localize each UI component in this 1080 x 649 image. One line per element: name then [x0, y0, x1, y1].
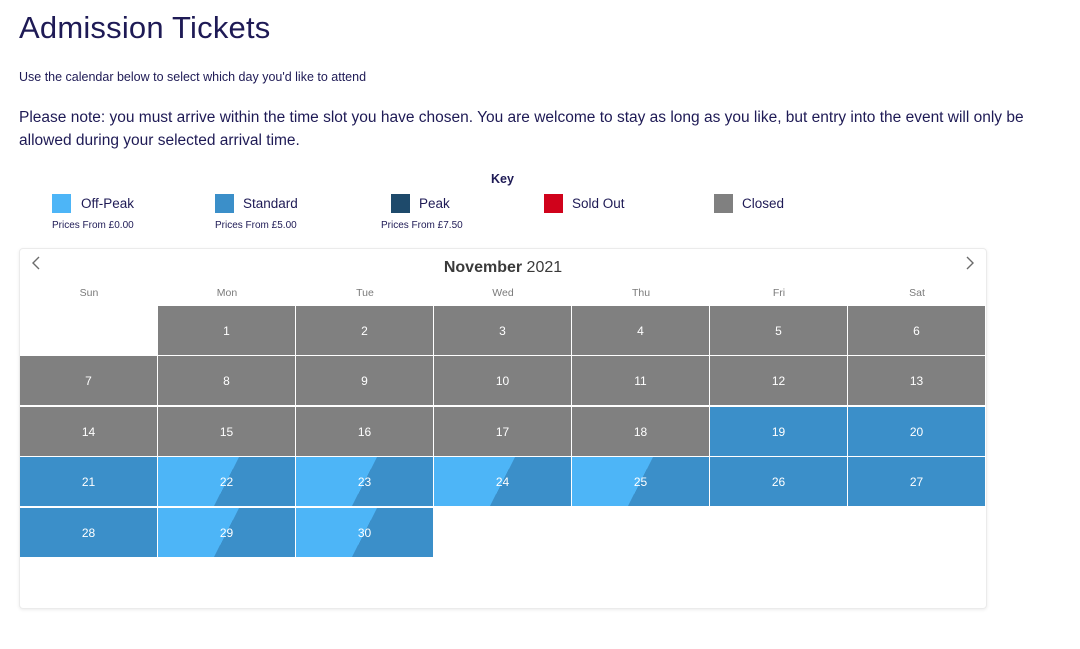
sold-out-swatch [544, 193, 563, 213]
weekday-fri: Fri [772, 287, 786, 299]
key-item-sold-out: Sold Out [544, 193, 625, 213]
month-name: November [443, 259, 523, 276]
day-number: 20 [909, 424, 924, 439]
arrival-note: Please note: you must arrive within the … [19, 109, 1024, 149]
month-label: November 2021 [20, 259, 986, 277]
day-number: 28 [81, 525, 96, 540]
calendar-day[interactable]: 26 [710, 457, 848, 507]
key-item-off-peak: Off-Peak [52, 193, 134, 213]
calendar-day[interactable]: 6 [848, 306, 986, 356]
calendar-day[interactable]: 11 [572, 356, 710, 406]
calendar-day[interactable]: 28 [20, 508, 158, 558]
calendar-day[interactable]: 14 [20, 407, 158, 457]
chevron-right-icon [966, 256, 974, 270]
day-number: 11 [634, 373, 647, 388]
day-number: 26 [771, 474, 786, 489]
day-number: 14 [81, 424, 96, 439]
calendar-day[interactable]: 15 [158, 407, 296, 457]
calendar-day[interactable]: 8 [158, 356, 296, 406]
peak-swatch [391, 193, 410, 213]
calendar-day[interactable]: 13 [848, 356, 986, 406]
day-number: 21 [81, 474, 96, 489]
calendar-day[interactable]: 29 [158, 508, 296, 558]
day-number: 13 [909, 373, 924, 388]
calendar-day[interactable]: 7 [20, 356, 158, 406]
day-number: 12 [771, 373, 786, 388]
weekday-sat: Sat [909, 287, 925, 299]
calendar-day[interactable]: 22 [158, 457, 296, 507]
day-number: 17 [495, 424, 510, 439]
calendar-day[interactable]: 18 [572, 407, 710, 457]
day-number: 18 [633, 424, 648, 439]
day-number: 4 [637, 323, 644, 338]
weekday-thu: Thu [631, 287, 651, 299]
calendar-day[interactable]: 25 [572, 457, 710, 507]
weekday-tue: Tue [356, 287, 374, 299]
day-number: 7 [85, 373, 92, 388]
prev-month-button[interactable] [30, 255, 42, 275]
calendar-day[interactable]: 17 [434, 407, 572, 457]
key-price-standard: Prices From £5.00 [215, 220, 297, 231]
calendar-day[interactable]: 20 [848, 407, 986, 457]
key-label-standard: Standard [243, 195, 298, 211]
day-number: 16 [357, 424, 372, 439]
calendar-day[interactable]: 3 [434, 306, 572, 356]
day-number: 15 [219, 424, 234, 439]
key-item-standard: Standard [215, 193, 298, 213]
calendar: November 2021 Sun Mon Tue Wed Thu Fri Sa… [19, 248, 987, 609]
chevron-left-icon [32, 256, 40, 270]
key-item-peak: Peak [391, 193, 450, 213]
day-number: 1 [223, 323, 230, 338]
day-number: 8 [223, 373, 230, 388]
day-number: 29 [219, 525, 234, 540]
calendar-day[interactable]: 24 [434, 457, 572, 507]
calendar-day[interactable]: 5 [710, 306, 848, 356]
calendar-day[interactable]: 10 [434, 356, 572, 406]
day-number: 30 [357, 525, 372, 540]
calendar-day[interactable]: 4 [572, 306, 710, 356]
day-number: 25 [633, 474, 648, 489]
key-label-sold-out: Sold Out [572, 195, 625, 211]
page-subtitle: Use the calendar below to select which d… [19, 70, 367, 84]
day-number: 19 [771, 424, 786, 439]
day-number: 6 [913, 323, 920, 338]
next-month-button[interactable] [964, 255, 976, 275]
day-number: 3 [499, 323, 506, 338]
day-number: 27 [909, 474, 924, 489]
calendar-day[interactable]: 27 [848, 457, 986, 507]
day-number: 22 [219, 474, 234, 489]
day-number: 24 [495, 474, 510, 489]
calendar-day[interactable]: 21 [20, 457, 158, 507]
calendar-day[interactable]: 12 [710, 356, 848, 406]
day-number: 23 [357, 474, 372, 489]
key-label-closed: Closed [742, 195, 785, 211]
calendar-day[interactable]: 19 [710, 407, 848, 457]
day-number: 5 [775, 323, 782, 338]
day-number: 9 [361, 373, 368, 388]
calendar-day[interactable]: 9 [296, 356, 434, 406]
standard-swatch [215, 193, 234, 213]
calendar-day[interactable]: 2 [296, 306, 434, 356]
key-label-peak: Peak [419, 195, 450, 211]
off-peak-swatch [52, 193, 71, 213]
key-title: Key [491, 172, 514, 186]
key-price-off-peak: Prices From £0.00 [52, 220, 134, 231]
key-item-closed: Closed [714, 193, 784, 213]
key-label-off-peak: Off-Peak [81, 195, 135, 211]
day-number: 2 [361, 323, 368, 338]
key-price-peak: Prices From £7.50 [381, 220, 463, 231]
calendar-day[interactable]: 16 [296, 407, 434, 457]
closed-swatch [714, 193, 733, 213]
day-number: 10 [495, 373, 510, 388]
weekday-mon: Mon [216, 287, 238, 299]
weekday-sun: Sun [79, 287, 99, 299]
year-label: 2021 [526, 259, 563, 276]
weekday-wed: Wed [492, 287, 514, 299]
calendar-day[interactable]: 23 [296, 457, 434, 507]
calendar-day[interactable]: 30 [296, 508, 434, 558]
calendar-day[interactable]: 1 [158, 306, 296, 356]
page-title: Admission Tickets [19, 10, 271, 45]
